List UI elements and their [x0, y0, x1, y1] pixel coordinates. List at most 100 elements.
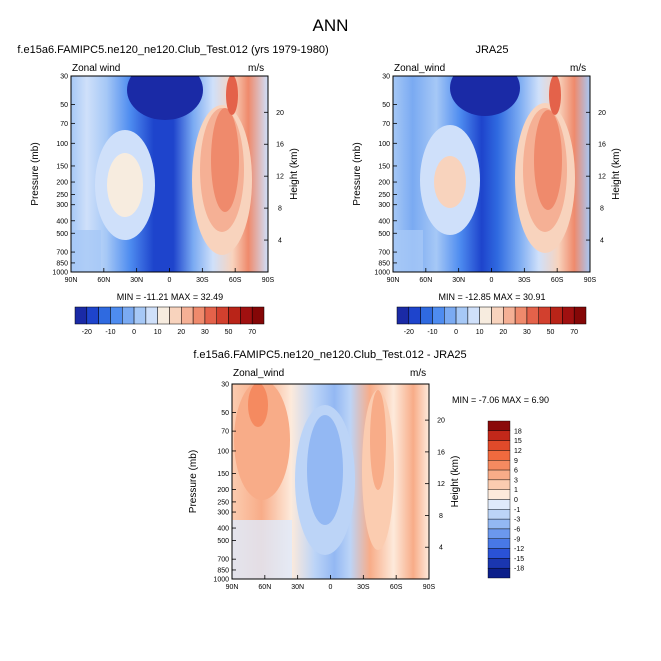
obs-minmax: MIN = -12.85 MAX = 30.91 [438, 292, 546, 302]
test-pressure-tick-label: 250 [56, 192, 68, 199]
diff-height-tick-label: 16 [437, 449, 445, 456]
diff-pressure-tick-label: 150 [217, 471, 229, 478]
obs-colorbar-label: 20 [499, 329, 507, 336]
test-colorbar-label: -20 [82, 329, 92, 336]
obs-pressure-tick-label: 200 [378, 180, 390, 187]
diff-pressure-tick-label: 1000 [213, 577, 229, 584]
diff-colorbar-label: 9 [514, 458, 518, 465]
diff-height-tick-label: 20 [437, 418, 445, 425]
test-pressure-tick-label: 300 [56, 202, 68, 209]
diff-colorbar-label: 6 [514, 468, 518, 475]
obs-lat-tick-label: 90N [387, 277, 400, 284]
obs-pressure-tick-label: 50 [382, 102, 390, 109]
test-colorbar-swatch [157, 306, 170, 325]
test-colorbar-swatch [240, 306, 253, 325]
diff-pressure-tick-label: 250 [217, 499, 229, 506]
test-colorbar-label: 10 [154, 329, 162, 336]
obs-pressure-tick-label: 70 [382, 121, 390, 128]
diff-ylabel-right: Height (km) [450, 456, 461, 508]
obs-pressure-tick-label: 700 [378, 250, 390, 257]
main-title: ANN [312, 16, 349, 35]
obs-lat-tick-label: 30N [452, 277, 465, 284]
test-colorbar-swatch [98, 306, 111, 325]
obs-ylabel: Pressure (mb) [352, 142, 363, 205]
diff-pressure-tick-label: 70 [221, 429, 229, 436]
diff-colorbar-label: 3 [514, 477, 518, 484]
obs-pressure-tick-label: 400 [378, 218, 390, 225]
diff-colorbar-label: 0 [514, 497, 518, 504]
test-height-tick-label: 12 [276, 174, 284, 181]
obs-panel-title: JRA25 [475, 44, 509, 56]
obs-field-label: Zonal_wind [394, 63, 446, 74]
diff-height-tick-label: 12 [437, 481, 445, 488]
diff-plot [231, 383, 430, 580]
obs-ylabel-right: Height (km) [611, 148, 622, 200]
obs-colorbar-label: -10 [427, 329, 437, 336]
diff-colorbar-label: -12 [514, 546, 524, 553]
obs-colorbar-swatch [514, 306, 528, 325]
obs-colorbar-swatch [538, 306, 551, 325]
obs-height-tick-label: 12 [598, 174, 606, 181]
test-colorbar: -20 -10 0 10 20 30 50 70 [74, 306, 265, 336]
obs-lat-tick-label: 0 [490, 277, 494, 284]
diff-colorbar-swatch [487, 558, 511, 569]
test-colorbar-swatch [204, 306, 217, 325]
test-pressure-tick-label: 200 [56, 180, 68, 187]
obs-colorbar-label: 0 [454, 329, 458, 336]
test-colorbar-swatch [122, 306, 135, 325]
diff-height-tick-label: 8 [439, 513, 443, 520]
obs-plot [392, 75, 591, 273]
obs-surface-polar [393, 230, 423, 272]
obs-height-tick-label: 8 [600, 206, 604, 213]
obs-pressure-tick-label: 300 [378, 202, 390, 209]
test-plot [70, 75, 269, 273]
obs-colorbar-swatch [444, 306, 457, 325]
test-colorbar-label: -10 [105, 329, 115, 336]
obs-units-label: m/s [570, 63, 587, 74]
test-colorbar-swatch [74, 306, 88, 325]
test-minmax: MIN = -11.21 MAX = 32.49 [116, 292, 224, 302]
obs-lat-tick-label: 60N [419, 277, 432, 284]
diff-colorbar-swatch [487, 420, 511, 432]
diff-colorbar-swatch [487, 460, 511, 471]
test-colorbar-swatch [228, 306, 241, 325]
diff-lat-tick-label: 90S [423, 584, 436, 591]
diff-colorbar-swatch [487, 469, 511, 481]
diff-colorbar-label: 15 [514, 438, 522, 445]
obs-sh-jet-core [534, 110, 562, 210]
test-pressure-tick-label: 700 [56, 250, 68, 257]
obs-colorbar-label: 10 [476, 329, 484, 336]
diff-colorbar-label: -18 [514, 566, 524, 573]
diff-colorbar-swatch [487, 567, 511, 579]
obs-colorbar-swatch [396, 306, 410, 325]
test-lat-tick-label: 60N [97, 277, 110, 284]
diff-minmax: MIN = -7.06 MAX = 6.90 [452, 395, 550, 405]
test-colorbar-label: 70 [248, 329, 256, 336]
diff-colorbar-label: -3 [514, 517, 520, 524]
diff-colorbar: 18 15 12 9 6 3 1 0 -1 -3 -6 -9 -12 -15 -18 [487, 420, 524, 579]
obs-pressure-tick-label: 250 [378, 192, 390, 199]
obs-colorbar-swatch [467, 306, 480, 325]
diff-height-tick-label: 4 [439, 545, 443, 552]
obs-colorbar-swatch [479, 306, 492, 325]
obs-pressure-tick-label: 30 [382, 74, 390, 81]
test-pressure-tick-label: 1000 [52, 270, 68, 277]
test-height-tick-label: 8 [278, 206, 282, 213]
diff-colorbar-swatch [487, 450, 511, 461]
diff-colorbar-label: -6 [514, 526, 520, 533]
diff-pressure-tick-label: 700 [217, 557, 229, 564]
diff-colorbar-label: -9 [514, 536, 520, 543]
colorbar-layer: -20 -10 0 10 20 30 50 70 -20 -10 0 10 20 30 50 70181512… [74, 306, 587, 579]
obs-colorbar-label: 30 [523, 329, 531, 336]
test-pressure-tick-label: 500 [56, 231, 68, 238]
test-pressure-tick-label: 850 [56, 260, 68, 267]
obs-height-tick-label: 4 [600, 238, 604, 245]
diff-sh-positive-core [370, 390, 386, 490]
obs-colorbar-swatch [526, 306, 539, 325]
obs-easterlies [450, 76, 520, 116]
diff-colorbar-swatch [487, 499, 511, 510]
diff-lat-tick-label: 90N [226, 584, 239, 591]
diff-ylabel: Pressure (mb) [188, 450, 199, 513]
diff-nh-positive-core [248, 384, 268, 427]
